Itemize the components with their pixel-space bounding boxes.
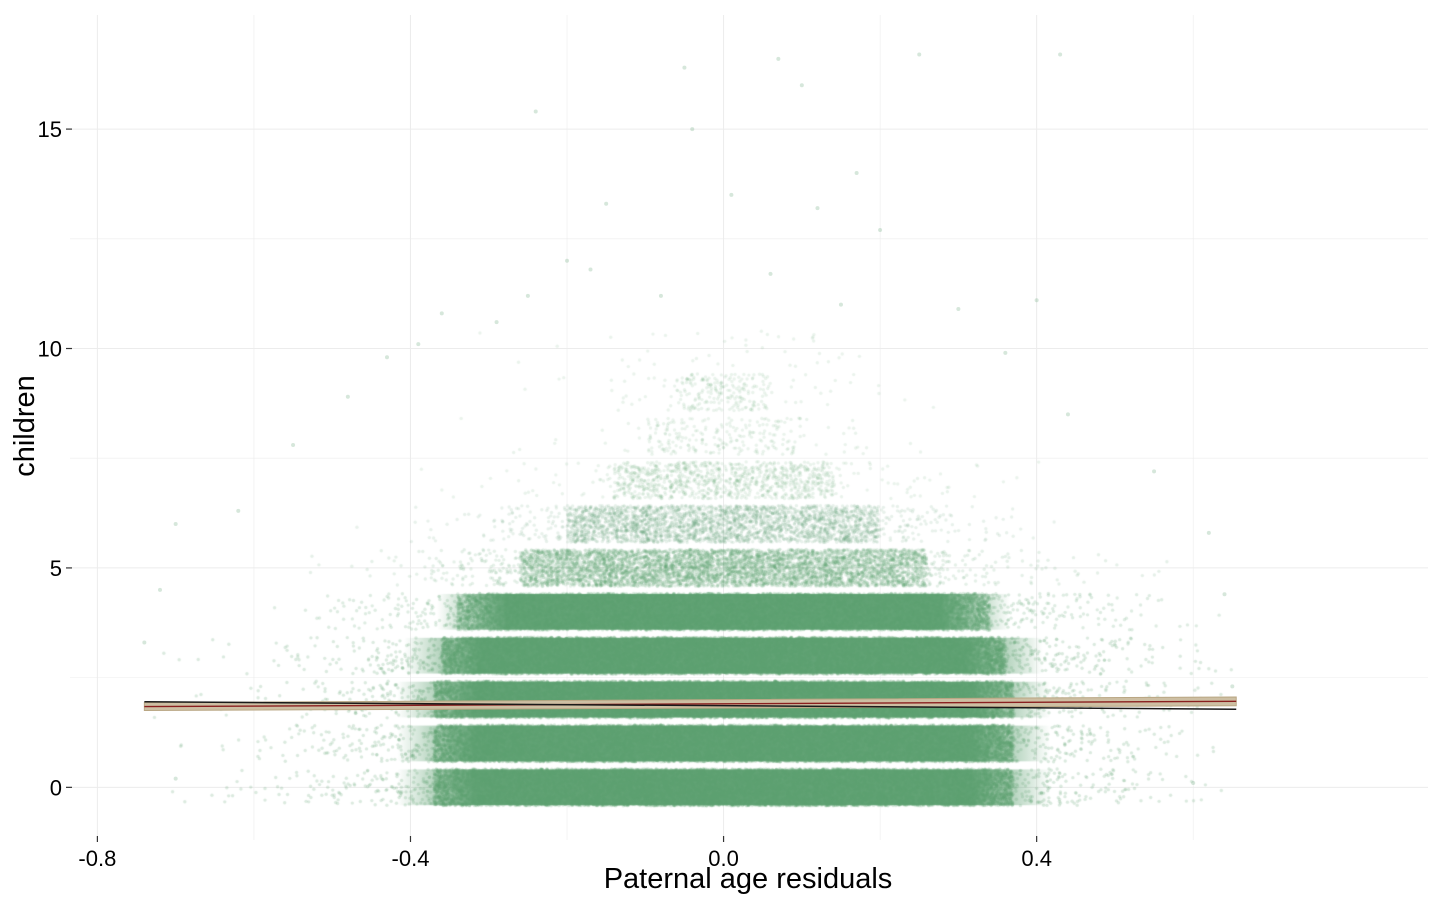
data-point [1206,530,1211,535]
data-point [690,127,695,132]
data-point [1003,350,1008,355]
y-tick-label: 0 [50,775,62,800]
data-point [1058,52,1063,57]
data-point [604,201,609,206]
axes: -0.8 -0.4 0.0 0.4 0 5 10 15 [38,117,1052,871]
x-tick-label: -0.8 [78,846,116,871]
y-tick-label: 10 [38,337,62,362]
data-point [776,56,781,61]
y-axis-title: children [9,375,41,477]
outlier-points [142,52,1235,785]
x-axis-title: Paternal age residuals [604,863,893,895]
data-point [494,320,499,325]
data-point [729,192,734,197]
data-point [173,522,178,527]
data-point [956,307,961,312]
data-point [439,311,444,316]
data-point [565,258,570,263]
data-point [1230,684,1235,689]
x-tick-label: 0.4 [1021,846,1052,871]
data-point [291,443,296,448]
data-point [416,342,421,347]
smooth-fit-line [144,700,1237,708]
data-point [799,83,804,88]
data-point [878,228,883,233]
data-point [142,640,147,645]
data-point [533,109,538,114]
data-point [854,170,859,175]
data-point [236,508,241,513]
linear-trend-line [144,701,1237,710]
y-tick-label: 15 [38,117,62,142]
y-tick-label: 5 [50,556,62,581]
data-point [1065,412,1070,417]
data-point [838,302,843,307]
data-point [525,293,530,298]
data-point [768,271,773,276]
data-point [1191,780,1196,785]
fit-lines [143,696,1237,712]
data-point [815,206,820,211]
data-point [917,52,922,57]
data-point [345,394,350,399]
data-point [658,293,663,298]
data-point [384,355,389,360]
data-point [1152,469,1157,474]
data-point [1034,298,1039,303]
data-point [173,776,178,781]
data-point [588,267,593,272]
x-tick-label: -0.4 [392,846,430,871]
data-point [682,65,687,70]
data-point [158,587,163,592]
x-tick-label: 0.0 [708,846,739,871]
data-point [1222,592,1227,597]
